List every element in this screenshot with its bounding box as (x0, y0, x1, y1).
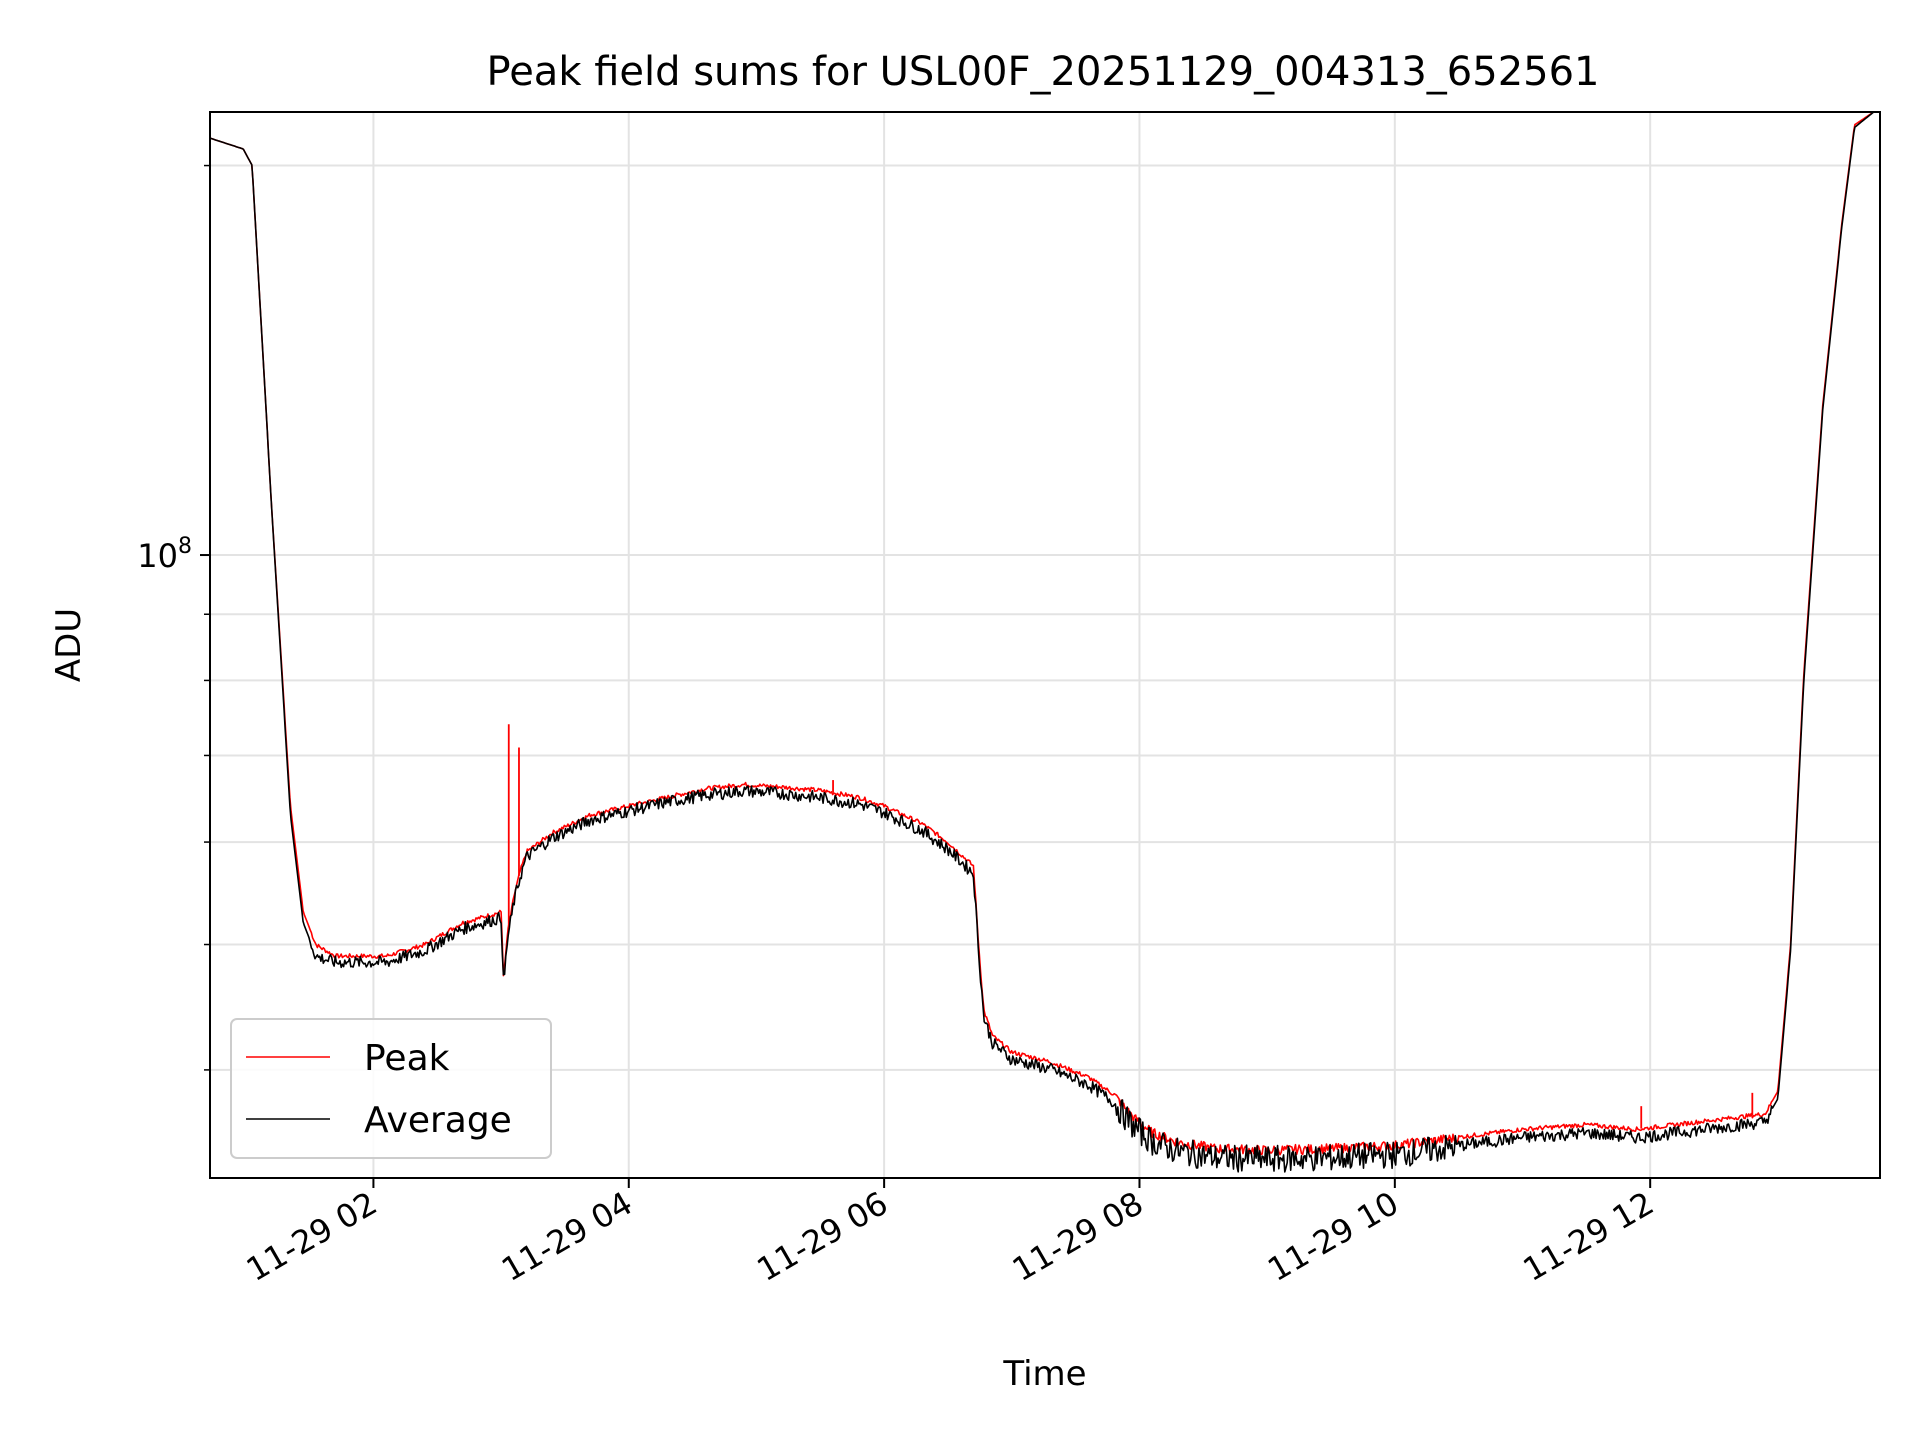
legend: Peak Average (230, 1018, 552, 1159)
legend-label-average: Average (364, 1100, 512, 1141)
series-line-peak (209, 111, 1880, 1156)
x-axis-label: Time (1002, 1354, 1086, 1394)
legend-box (230, 1018, 552, 1159)
plot-series (209, 111, 1880, 1173)
y-axis-label: ADU (49, 608, 89, 682)
y-tick-label: 108 (137, 534, 192, 575)
plot-frame (209, 111, 1881, 1179)
chart-title: Peak field sums for USL00F_20251129_0043… (487, 49, 1600, 95)
legend-label-peak: Peak (364, 1038, 450, 1079)
series-line-average (209, 111, 1880, 1173)
